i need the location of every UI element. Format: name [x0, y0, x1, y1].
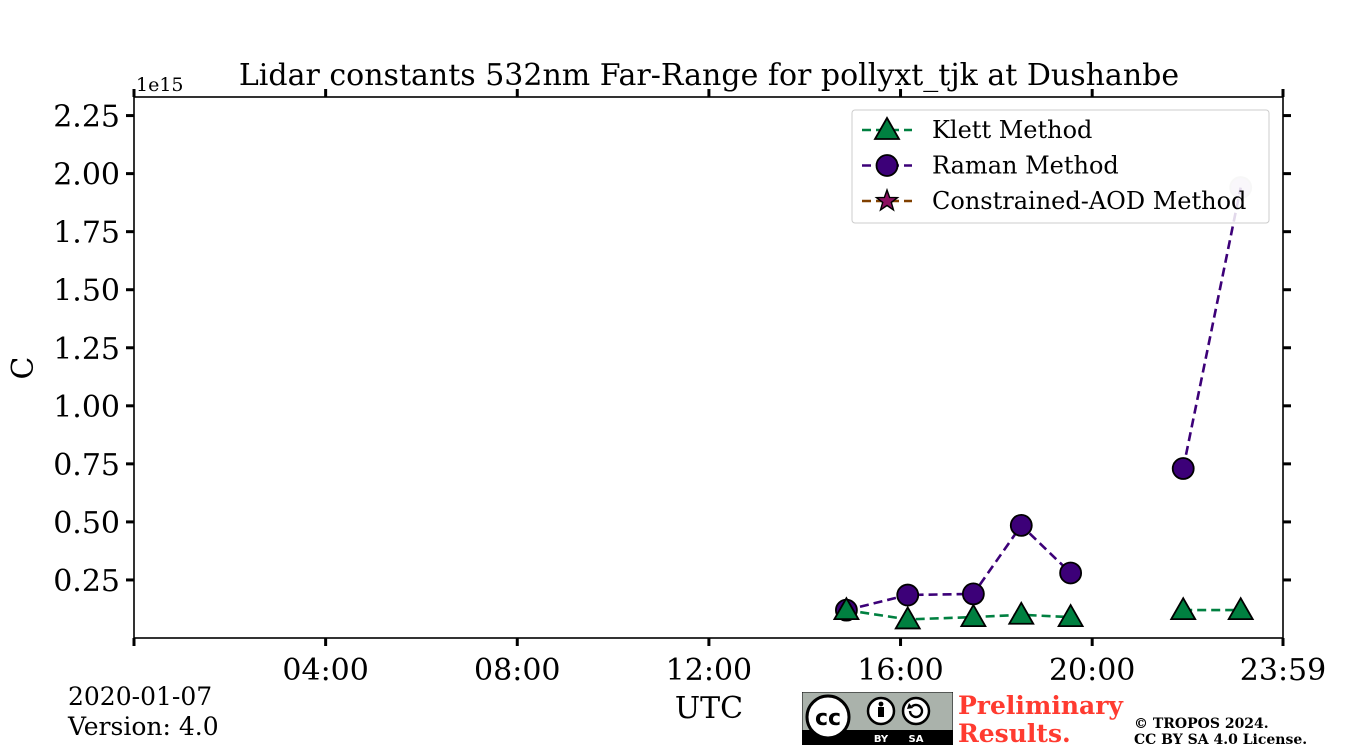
legend-box: [851, 109, 1270, 224]
sa-label: SA: [909, 734, 924, 745]
x-tick-label: 16:00: [857, 653, 943, 688]
klett-methodpoint: [959, 603, 987, 628]
y-tick-label: 0.50: [53, 506, 120, 541]
raman-methodpoint: [1059, 561, 1083, 585]
klett-methodpoint: [1169, 596, 1197, 621]
x-tick-label: 23:59: [1240, 653, 1326, 688]
x-tick-label: 12:00: [666, 653, 752, 688]
legend: Klett Method Raman Method Constrained-AOD …: [851, 109, 1270, 224]
license-line: CC BY SA 4.0 License.: [1134, 732, 1308, 748]
y-tick-label: 1.00: [53, 390, 120, 425]
y-tick-label: 0.25: [53, 564, 120, 599]
legend-marker-circle: [875, 154, 899, 177]
preliminary-notice: Preliminary Results.: [958, 692, 1123, 748]
cc-badge-text: cc: [815, 706, 841, 731]
klett-methodpoint: [1227, 596, 1255, 621]
x-axis-label: UTC: [675, 691, 743, 726]
sa-icon: [901, 696, 931, 726]
klett-methodpoint: [832, 596, 860, 621]
cc-license-badge: cc BY SA: [802, 692, 953, 745]
preliminary-line: Preliminary: [958, 691, 1123, 720]
footer-date: 2020-01-07: [68, 682, 213, 711]
y-tick-label: 1.25: [53, 332, 120, 367]
results-line: Results.: [958, 719, 1071, 748]
raman-methodline: [846, 523, 1072, 612]
raman-methodline: [1181, 187, 1242, 469]
y-tick-label: 1.50: [53, 274, 120, 309]
klett-methodpoint: [1007, 600, 1035, 625]
cc-icon: [805, 694, 851, 740]
raman-methodpoint: [1171, 457, 1195, 480]
y-tick-label: 2.25: [53, 100, 120, 135]
legend-marker-star: [874, 187, 900, 212]
klett-methodpoint: [894, 605, 922, 630]
x-tick-label: 08:00: [474, 653, 560, 688]
legend-label: Klett Method: [932, 116, 1092, 144]
legend-label: Constrained-AOD Method: [932, 187, 1246, 215]
raman-methodpoint: [896, 583, 920, 607]
axis-ticks: 04:00 08:00 12:00 16:00 20:00 23:59 0.25 0.50 0.…: [53, 89, 1326, 688]
raman-methodpoint: [1009, 513, 1033, 537]
copyright-line: © TROPOS 2024.: [1134, 716, 1269, 732]
y-tick-label: 2.00: [53, 158, 120, 193]
legend-marker-triangle: [873, 116, 901, 140]
chart-title: Lidar constants 532nm Far-Range for poll…: [239, 58, 1179, 93]
klett-methodline: [846, 608, 1071, 621]
x-tick-label: 04:00: [282, 653, 368, 688]
footer-version: Version: 4.0: [68, 712, 219, 741]
y-tick-label: 0.75: [53, 448, 120, 483]
copyright-notice: © TROPOS 2024. CC BY SA 4.0 License.: [1134, 716, 1307, 748]
series-layer: [832, 176, 1255, 630]
raman-methodpoint: [961, 582, 985, 606]
klett-methodpoint: [1057, 603, 1085, 628]
y-multiplier-label: 1e15: [136, 74, 184, 96]
x-tick-label: 20:00: [1049, 653, 1135, 688]
y-axis-label: C: [6, 357, 41, 380]
y-tick-label: 1.75: [53, 216, 120, 251]
by-label: BY: [874, 734, 889, 745]
legend-label: Raman Method: [932, 152, 1119, 180]
